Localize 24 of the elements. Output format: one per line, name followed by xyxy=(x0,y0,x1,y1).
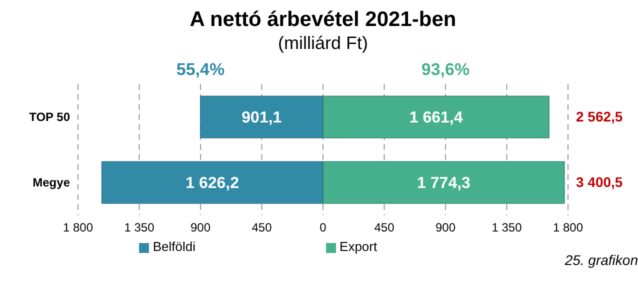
x-tick-label: 450 xyxy=(252,220,272,235)
chart-subtitle: (milliárd Ft) xyxy=(277,32,369,54)
data-label: 1 774,3 xyxy=(417,175,471,192)
x-tick-label: 1 350 xyxy=(492,220,522,235)
text: 25. grafikon xyxy=(564,252,638,268)
x-tick-label: 1 350 xyxy=(124,220,155,235)
y-tick-label: Megye xyxy=(32,176,70,190)
data-label: 901,1 xyxy=(242,110,282,127)
x-tick-label: 1 800 xyxy=(62,220,94,235)
x-tick-label: 900 xyxy=(435,220,456,235)
total-label: 2 562,5 xyxy=(576,108,623,125)
text: 55,4% xyxy=(175,60,226,80)
total-label: 3 400,5 xyxy=(576,174,623,190)
x-tick-label: 450 xyxy=(374,220,395,235)
legend-label: Belföldi xyxy=(152,239,196,254)
x-tick-label: 1 800 xyxy=(552,220,584,235)
x-tick-label: 0 xyxy=(320,220,327,235)
data-label: 1 626,2 xyxy=(186,175,240,192)
y-tick-label: TOP 50 xyxy=(29,110,70,124)
x-tick-label: 900 xyxy=(190,220,211,235)
legend-label: Export xyxy=(340,239,378,254)
chart-title: A nettó árbevétel 2021-ben xyxy=(188,8,458,32)
text: 93,6% xyxy=(420,60,471,80)
data-label: 1 661,4 xyxy=(409,110,463,127)
